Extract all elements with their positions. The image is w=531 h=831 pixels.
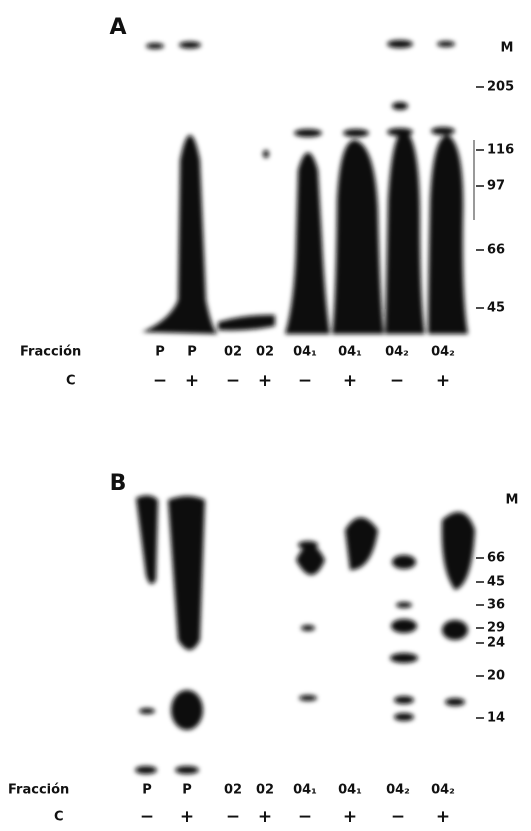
marker-label: 205	[487, 80, 514, 95]
lane-c: +	[436, 807, 450, 827]
row-label: C	[66, 374, 76, 389]
lane-fraction: 02	[256, 783, 274, 798]
lane-fraction: P	[187, 345, 197, 360]
lane-fraction: 04₂	[385, 345, 409, 360]
lane-c: −	[226, 371, 240, 391]
gel-b	[135, 495, 475, 774]
row-label: Fracción	[20, 345, 81, 360]
marker-label: 36	[487, 598, 505, 613]
lane-fraction: 04₁	[293, 345, 317, 360]
lane-c: +	[343, 807, 357, 827]
lane-c: +	[343, 371, 357, 391]
lane-c: −	[226, 807, 240, 827]
marker-label: 45	[487, 301, 505, 316]
lane-fraction: 02	[224, 783, 242, 798]
lane-fraction: 04₁	[338, 345, 362, 360]
marker-label: 45	[487, 575, 505, 590]
marker-label: 29	[487, 621, 505, 636]
lane-fraction: 04₂	[386, 783, 410, 798]
lane-fraction: 02	[256, 345, 274, 360]
marker-label: 66	[487, 243, 505, 258]
lane-fraction: 02	[224, 345, 242, 360]
marker-header: M	[501, 41, 514, 56]
lane-c: −	[298, 807, 312, 827]
marker-label: 116	[487, 143, 514, 158]
lane-fraction: 04₁	[338, 783, 362, 798]
lane-c: −	[390, 371, 404, 391]
lane-fraction: P	[142, 783, 152, 798]
lane-c: −	[153, 371, 167, 391]
lane-c: −	[391, 807, 405, 827]
lane-fraction: P	[182, 783, 192, 798]
lane-c: +	[258, 807, 272, 827]
row-label: Fracción	[8, 783, 69, 798]
marker-label: 24	[487, 636, 505, 651]
marker-label: 20	[487, 669, 505, 684]
lane-fraction: 04₂	[431, 345, 455, 360]
lane-c: +	[258, 371, 272, 391]
panel-label: A	[109, 15, 126, 40]
marker-label: 97	[487, 179, 505, 194]
lane-c: +	[436, 371, 450, 391]
row-label: C	[54, 810, 64, 825]
lane-fraction: P	[155, 345, 165, 360]
lane-fraction: 04₁	[293, 783, 317, 798]
lane-c: +	[185, 371, 199, 391]
lane-c: −	[298, 371, 312, 391]
panel-label: B	[110, 471, 127, 496]
lane-fraction: 04₂	[431, 783, 455, 798]
gel-a	[142, 40, 468, 334]
marker-label: 66	[487, 551, 505, 566]
marker-label: 14	[487, 711, 505, 726]
lane-c: −	[140, 807, 154, 827]
marker-header: M	[506, 493, 519, 508]
lane-c: +	[180, 807, 194, 827]
